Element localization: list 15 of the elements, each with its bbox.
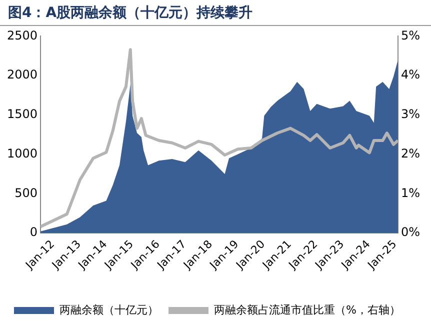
y2-tick-label: 0%: [400, 225, 420, 240]
y2-tick-label: 2%: [400, 146, 420, 160]
y-tick-label: 2000: [6, 68, 38, 82]
y-tick-label: 1000: [6, 146, 38, 160]
y-tick-label: 500: [14, 186, 38, 200]
y-tick-label: 0: [30, 225, 38, 240]
y-tick-label: 2500: [6, 28, 38, 42]
y2-tick-label: 5%: [400, 28, 420, 42]
y2-tick-label: 4%: [400, 68, 420, 82]
legend-label: 两融余额（十亿元）: [60, 303, 158, 316]
chart-title: 图4：A股两融余额（十亿元）持续攀升: [0, 0, 431, 26]
y2-tick-label: 3%: [400, 107, 420, 122]
y2-tick-label: 1%: [400, 186, 420, 200]
legend-label: 两融余额占流通市值比重（%，右轴）: [214, 303, 400, 316]
y-tick-label: 1500: [6, 107, 38, 122]
